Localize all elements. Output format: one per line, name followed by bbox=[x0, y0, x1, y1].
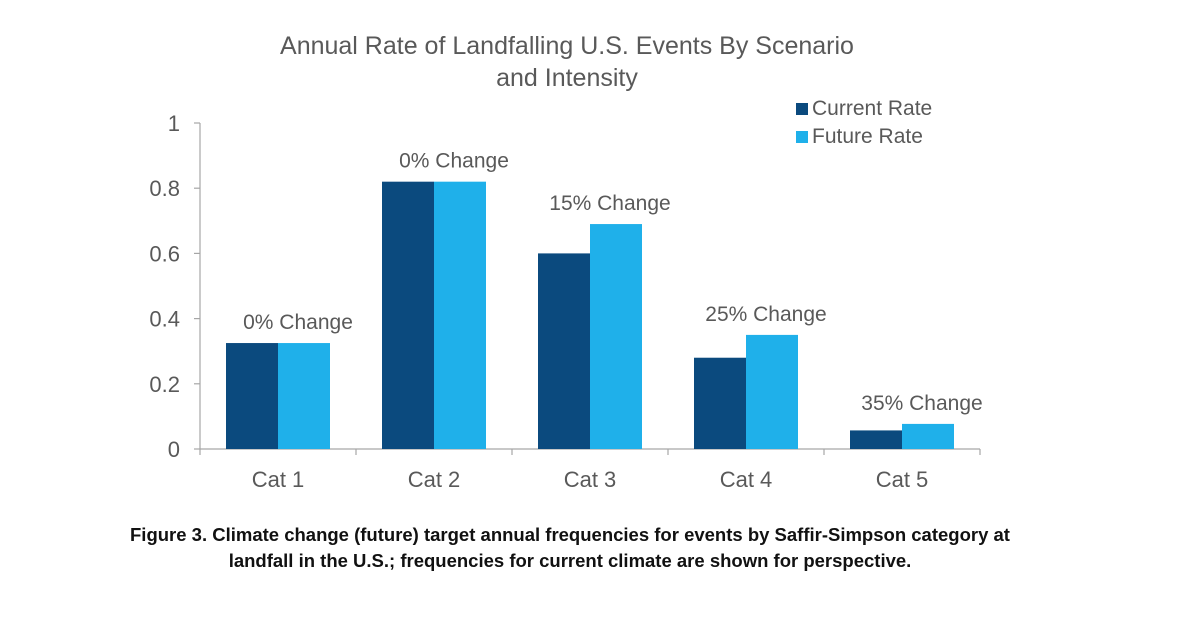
figure-caption: Figure 3. Climate change (future) target… bbox=[40, 522, 1100, 574]
change-annotation: 0% Change bbox=[399, 150, 509, 173]
x-tick-label: Cat 5 bbox=[876, 467, 929, 492]
x-tick-label: Cat 2 bbox=[408, 467, 461, 492]
legend-label: Future Rate bbox=[812, 125, 923, 148]
bar-future-rate bbox=[902, 423, 954, 449]
chart-title-line-2: and Intensity bbox=[496, 64, 638, 92]
bar-future-rate bbox=[746, 334, 798, 449]
y-tick-label: 0.6 bbox=[149, 241, 180, 266]
x-tick-label: Cat 4 bbox=[720, 467, 773, 492]
bar-future-rate bbox=[590, 224, 642, 449]
bar-future-rate bbox=[278, 343, 330, 449]
y-tick-label: 0 bbox=[168, 437, 180, 462]
caption-line-2: landfall in the U.S.; frequencies for cu… bbox=[228, 550, 912, 571]
change-annotation: 25% Change bbox=[705, 303, 826, 326]
change-annotation: 35% Change bbox=[861, 392, 982, 415]
y-tick-label: 0.8 bbox=[149, 176, 180, 201]
bar-current-rate bbox=[694, 357, 746, 449]
x-tick-label: Cat 1 bbox=[252, 467, 305, 492]
change-annotation: 0% Change bbox=[243, 311, 353, 334]
caption-line-1: Figure 3. Climate change (future) target… bbox=[130, 524, 1010, 545]
legend-swatch bbox=[796, 131, 808, 143]
bar-future-rate bbox=[434, 181, 486, 449]
y-tick-label: 0.4 bbox=[149, 307, 180, 332]
bar-current-rate bbox=[850, 430, 902, 449]
plot-area: 0 0.2 0.4 0.6 0.8 1 Cat 1 0% Change Cat 2 0% Chan… bbox=[149, 111, 982, 492]
x-tick-label: Cat 3 bbox=[564, 467, 617, 492]
bar-current-rate bbox=[226, 343, 278, 449]
y-tick-label: 1 bbox=[168, 111, 180, 136]
bar-chart: Annual Rate of Landfalling U.S. Events B… bbox=[149, 32, 982, 492]
bar-current-rate bbox=[538, 253, 590, 449]
legend: Current Rate Future Rate bbox=[796, 97, 932, 148]
bar-current-rate bbox=[382, 181, 434, 449]
legend-label: Current Rate bbox=[812, 97, 932, 120]
y-tick-label: 0.2 bbox=[149, 372, 180, 397]
chart-title-line-1: Annual Rate of Landfalling U.S. Events B… bbox=[280, 32, 854, 60]
change-annotation: 15% Change bbox=[549, 192, 670, 215]
legend-swatch bbox=[796, 103, 808, 115]
